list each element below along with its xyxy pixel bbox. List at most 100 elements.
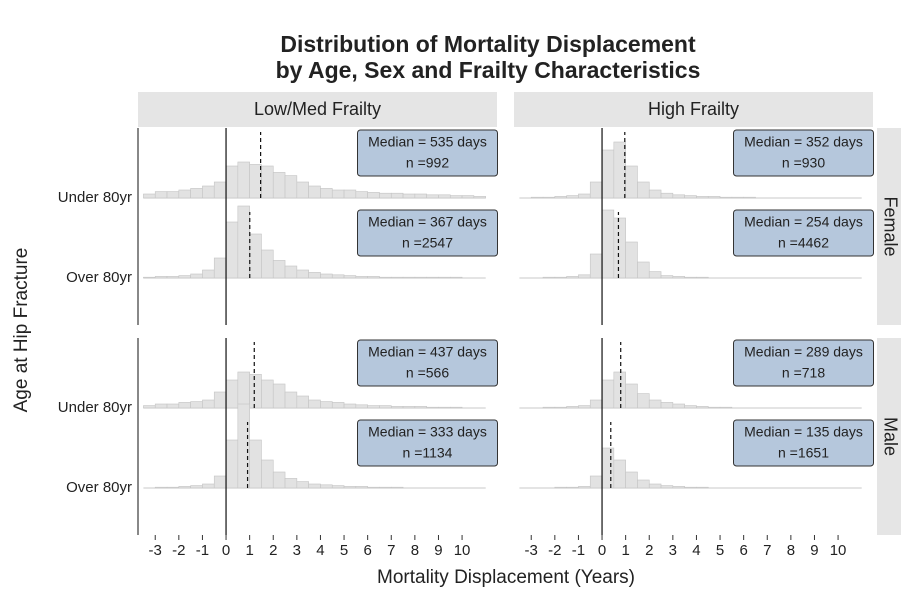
histogram-bar <box>707 196 721 199</box>
histogram-bar <box>402 276 416 279</box>
x-tick-label: 0 <box>222 542 230 559</box>
histogram-bar <box>578 405 591 409</box>
histogram-bar <box>367 276 380 279</box>
histogram-bar <box>249 164 262 199</box>
x-tick-label: 7 <box>387 542 395 559</box>
histogram-bar <box>272 471 286 489</box>
x-tick-label: 2 <box>269 542 277 559</box>
histogram-bar <box>637 261 650 279</box>
histogram-bar <box>261 459 274 489</box>
histogram-bar <box>343 275 357 279</box>
histogram-bar <box>707 406 721 409</box>
histogram-bar <box>554 486 567 489</box>
histogram-bar <box>178 402 191 409</box>
histogram-bar <box>672 486 685 489</box>
facet-label: High Frailty <box>648 99 739 119</box>
histogram-bar <box>166 403 180 409</box>
histogram-bar <box>625 165 638 199</box>
x-tick-label: 10 <box>454 542 471 559</box>
histogram-bar <box>178 275 191 279</box>
histogram-bar <box>613 459 626 489</box>
histogram-bar <box>461 195 475 199</box>
annotation-text: Median = 333 days <box>368 424 487 440</box>
x-tick-label: 6 <box>739 542 747 559</box>
x-tick-label: -1 <box>572 542 585 559</box>
histogram-bar <box>743 196 756 199</box>
histogram-bar <box>249 439 262 489</box>
histogram-bar <box>566 195 579 199</box>
histogram-bar <box>225 165 239 199</box>
annotation-text: n =1134 <box>403 445 453 461</box>
histogram-bar <box>426 276 439 279</box>
histogram-bar <box>190 401 203 409</box>
x-tick-label: 8 <box>787 542 795 559</box>
histogram-bar <box>648 399 662 409</box>
histogram-bar <box>225 439 239 489</box>
histogram-bar <box>154 191 168 199</box>
annotation-text: n =1651 <box>778 445 829 461</box>
facet-strip <box>138 92 497 127</box>
histogram-bar <box>296 269 309 279</box>
histogram-bar <box>284 265 298 279</box>
histogram-bar <box>272 260 286 279</box>
histogram-bar <box>296 481 309 489</box>
histogram-bar <box>637 479 650 489</box>
histogram-bar <box>308 272 321 279</box>
histogram-bar <box>648 271 662 279</box>
histogram-bar <box>566 276 579 279</box>
histogram-bar <box>367 486 380 489</box>
histogram-bar <box>554 406 567 409</box>
histogram-bar <box>719 196 733 199</box>
annotation-text: n =718 <box>782 365 825 381</box>
histogram-bar <box>426 194 439 199</box>
histogram-bar <box>660 275 674 279</box>
histogram-bar <box>613 217 626 279</box>
histogram-bar <box>625 471 638 489</box>
annotation-box <box>357 129 498 177</box>
histogram-bar <box>731 196 744 199</box>
histogram-bar <box>178 486 191 489</box>
histogram-bar <box>343 403 357 409</box>
histogram-bar <box>601 379 615 409</box>
histogram-bar <box>202 483 215 489</box>
annotation-text: n =2547 <box>402 235 453 251</box>
x-tick-label: -2 <box>172 542 185 559</box>
histogram-bar <box>414 406 427 409</box>
annotation-text: Median = 352 days <box>744 134 863 150</box>
histogram-bar <box>473 196 486 199</box>
histogram-bar <box>601 447 615 489</box>
histogram-bar <box>272 172 286 199</box>
histogram-bar <box>379 405 392 409</box>
histogram-bar <box>154 276 168 279</box>
x-tick-label: 0 <box>598 542 606 559</box>
y-tick-label: Over 80yr <box>66 479 132 496</box>
histogram-bar <box>637 181 650 199</box>
histogram-bar <box>320 401 333 409</box>
histogram-bar <box>202 269 215 279</box>
histogram-bar <box>684 195 697 199</box>
histogram-bar <box>578 193 591 199</box>
histogram-bar <box>284 391 298 409</box>
histogram-bar <box>202 399 215 409</box>
annotation-box <box>357 209 498 257</box>
histogram-bar <box>355 191 368 199</box>
annotation-box <box>733 339 874 387</box>
histogram-bar <box>225 379 239 409</box>
histogram-bar <box>414 276 427 279</box>
y-tick-label: Over 80yr <box>66 269 132 286</box>
histogram-bar <box>296 181 309 199</box>
histogram-bar <box>213 181 227 199</box>
annotation-text: n =992 <box>406 155 449 171</box>
histogram-bar <box>154 403 168 409</box>
histogram-bar <box>284 175 298 199</box>
histogram-bar <box>320 273 333 279</box>
histogram-bar <box>143 276 156 279</box>
annotation-text: Median = 254 days <box>744 214 863 230</box>
histogram-bar <box>613 371 626 409</box>
histogram-bar <box>261 165 274 199</box>
facet-strip <box>877 338 901 535</box>
histogram-bar <box>331 485 345 489</box>
annotation-text: Median = 289 days <box>744 344 863 360</box>
histogram-bar <box>438 194 451 199</box>
annotation-text: Median = 367 days <box>368 214 487 230</box>
